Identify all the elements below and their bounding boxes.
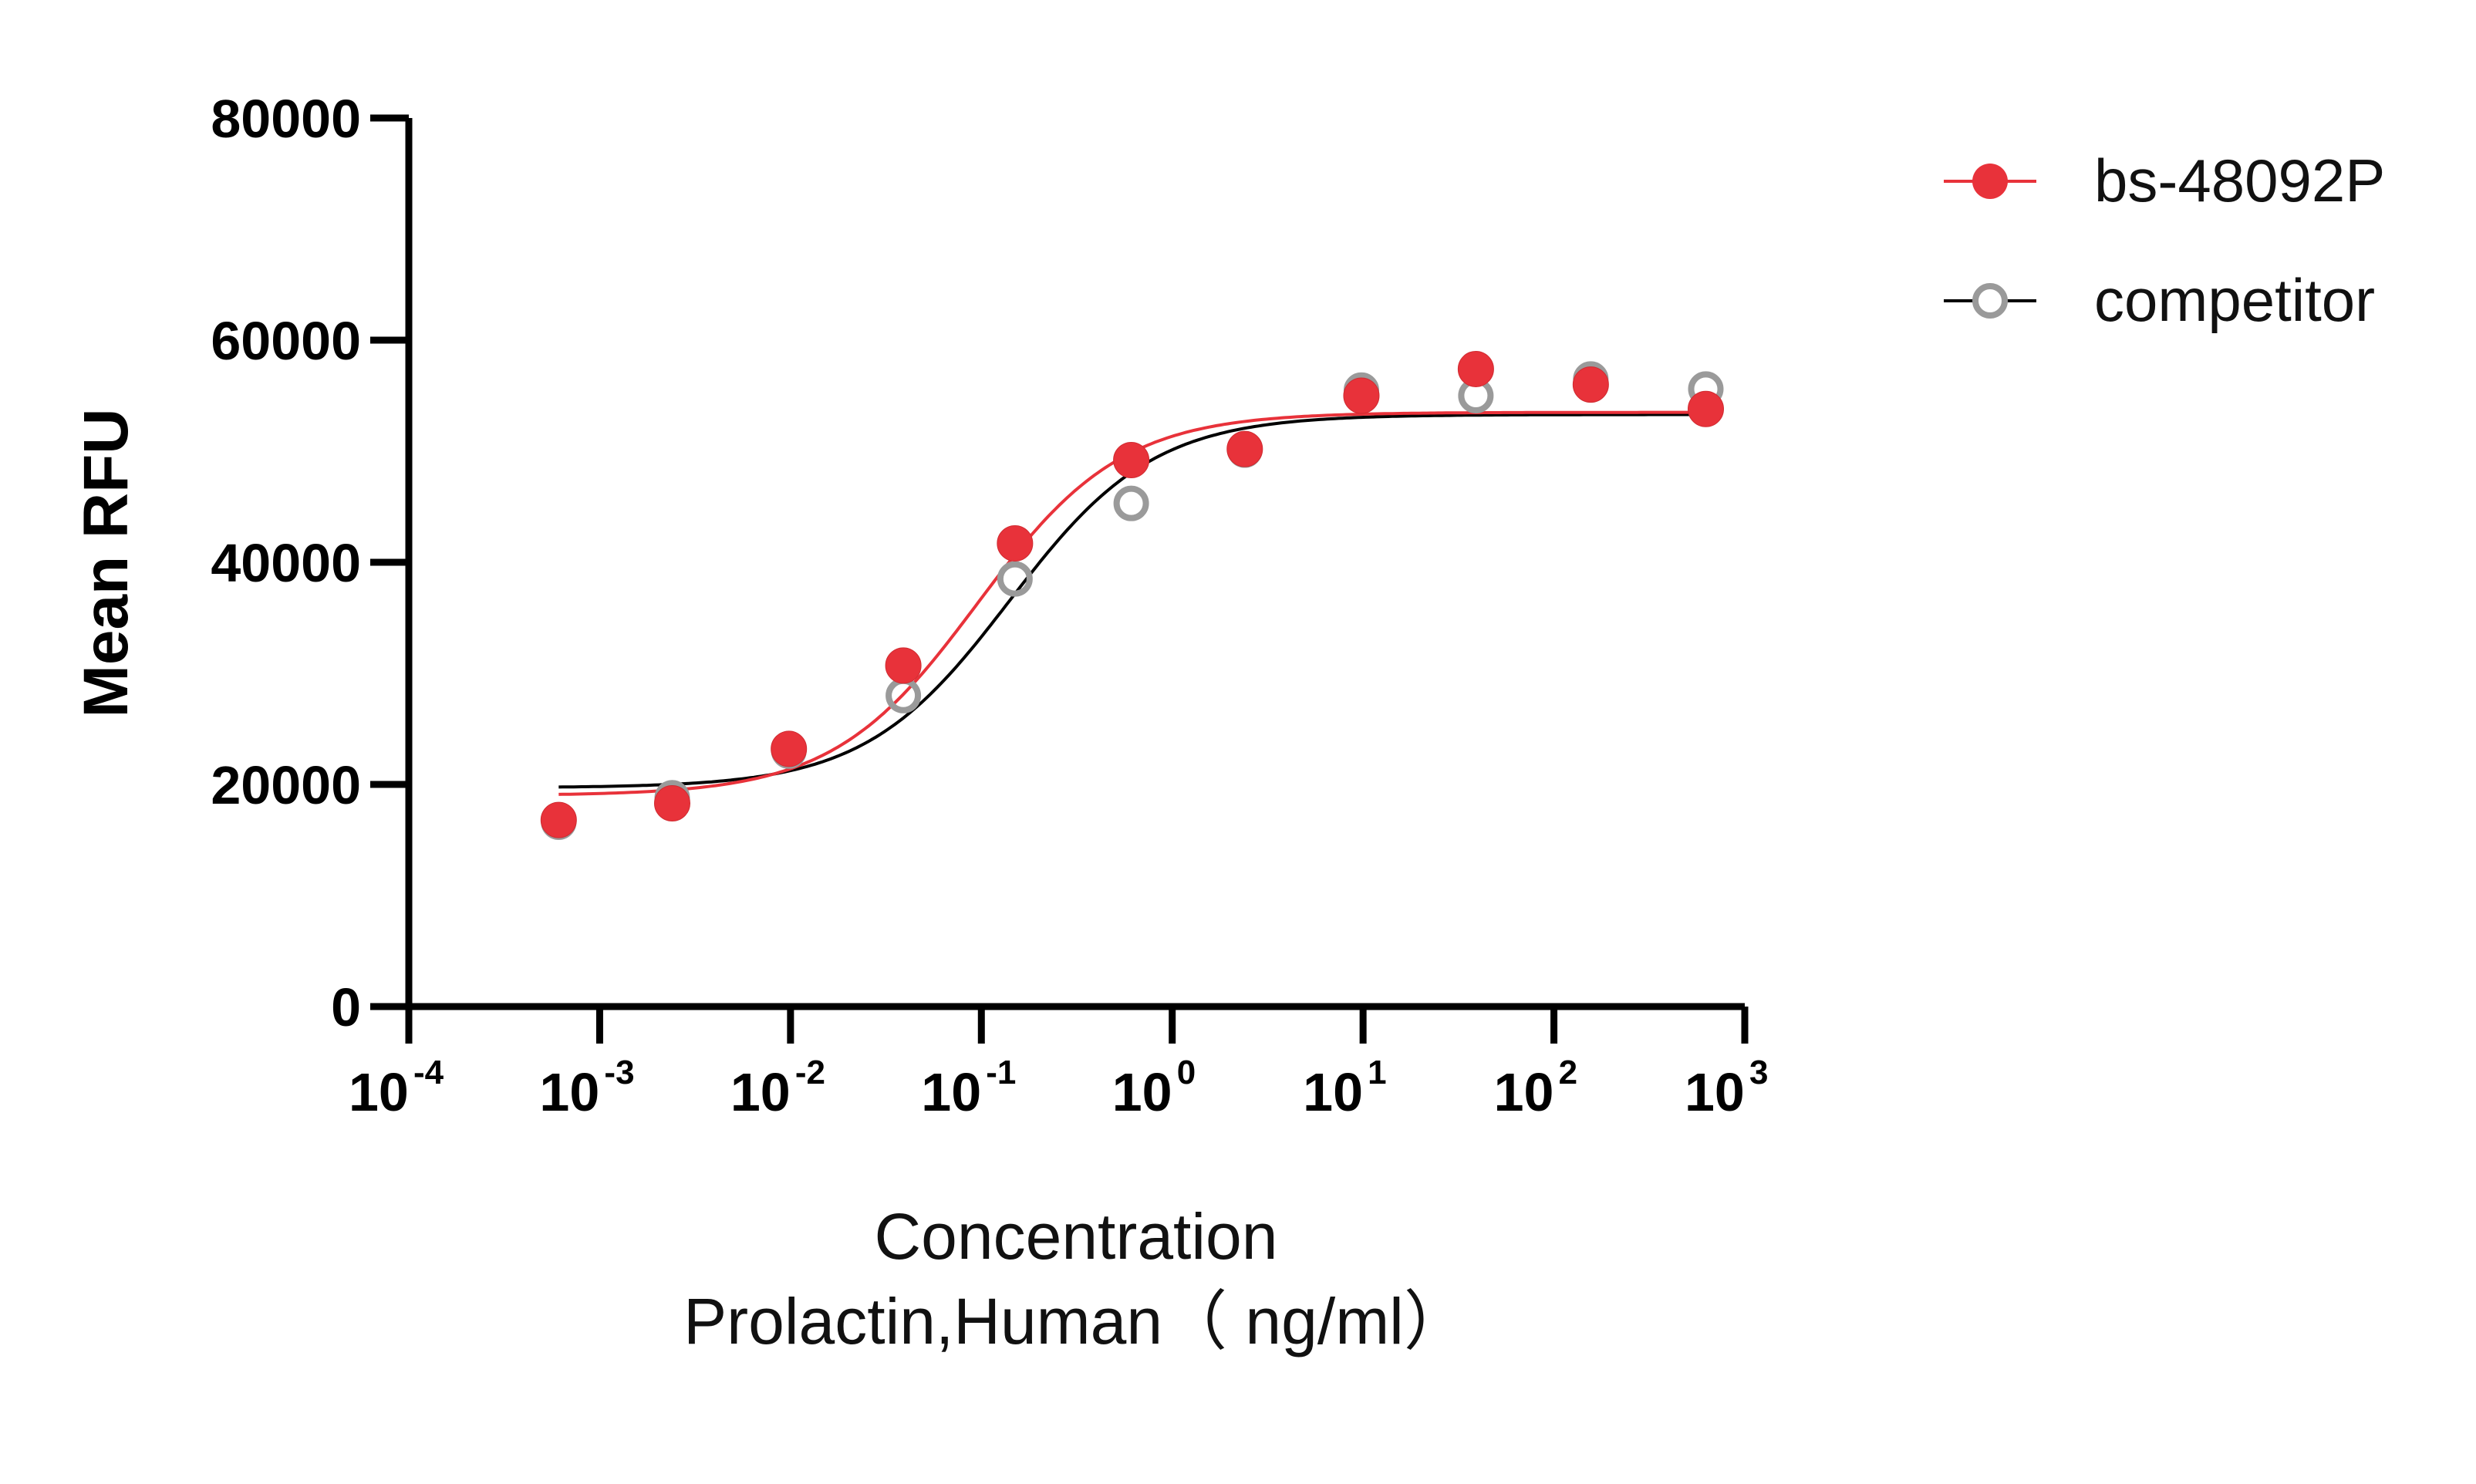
x-tick-exponent: -1 xyxy=(986,1054,1016,1091)
y-tick-label: 0 xyxy=(331,977,361,1037)
x-tick-label: 10 -3 xyxy=(539,1054,634,1122)
legend-marker-filled-circle xyxy=(1972,164,2008,199)
bs-48092P-point xyxy=(654,784,691,821)
x-tick-exponent: 2 xyxy=(1559,1054,1577,1091)
x-tick-exponent: -3 xyxy=(604,1054,634,1091)
bs-48092P-point xyxy=(1113,442,1150,479)
x-tick-base: 10 xyxy=(1685,1062,1745,1122)
y-tick-label: 80000 xyxy=(211,89,361,149)
x-axis-title-line1: Concentration xyxy=(875,1200,1278,1273)
x-tick-base: 10 xyxy=(730,1062,791,1122)
x-tick-base: 10 xyxy=(349,1062,409,1122)
legend-label: bs-48092P xyxy=(2094,147,2385,214)
bs-48092P-point xyxy=(1457,350,1494,387)
x-tick-base: 10 xyxy=(539,1062,599,1122)
y-tick-label: 60000 xyxy=(211,311,361,371)
x-ticks: 10 -4 10 -3 10 -2 10 -1 10 0 10 1 10 2 10 3 xyxy=(349,1007,1768,1122)
y-tick-label: 40000 xyxy=(211,533,361,593)
x-tick-label: 10 2 xyxy=(1494,1054,1577,1122)
y-axis-title: Mean RFU xyxy=(71,409,141,718)
x-tick-label: 10 -2 xyxy=(730,1054,825,1122)
legend-item: competitor xyxy=(1944,266,2375,334)
competitor-point xyxy=(1113,485,1149,521)
legend-item: bs-48092P xyxy=(1944,147,2385,214)
x-tick-base: 10 xyxy=(1112,1062,1172,1122)
x-tick-base: 10 xyxy=(921,1062,981,1122)
x-tick-base: 10 xyxy=(1303,1062,1363,1122)
legend-marker-open-circle xyxy=(1972,283,2008,319)
y-ticks: 0 20000 40000 60000 80000 xyxy=(211,89,409,1037)
x-tick-exponent: -2 xyxy=(795,1054,825,1091)
x-tick-exponent: 0 xyxy=(1177,1054,1196,1091)
x-tick-label: 10 0 xyxy=(1112,1054,1196,1122)
legend: bs-48092P competitor xyxy=(1944,147,2385,334)
bs-48092P-point xyxy=(540,801,577,838)
x-axis-title-line2: Prolactin,Human（ ng/ml） xyxy=(683,1285,1469,1358)
bs-48092P-point xyxy=(885,647,922,684)
x-tick-exponent: 1 xyxy=(1368,1054,1386,1091)
data-points xyxy=(540,350,1724,840)
axes xyxy=(405,118,1745,1010)
bs-48092P-point xyxy=(1687,390,1724,427)
bs-48092P-point xyxy=(1226,430,1263,467)
x-tick-base: 10 xyxy=(1494,1062,1554,1122)
x-tick-label: 10 -4 xyxy=(349,1054,444,1122)
x-tick-exponent: 3 xyxy=(1749,1054,1768,1091)
bs-48092P-point xyxy=(771,730,808,767)
y-tick-label: 20000 xyxy=(211,755,361,815)
competitor-point xyxy=(997,561,1033,597)
bs-48092P-point xyxy=(1572,366,1609,403)
x-tick-label: 10 1 xyxy=(1303,1054,1386,1122)
bs-48092P-point xyxy=(1343,377,1380,414)
x-tick-label: 10 3 xyxy=(1685,1054,1768,1122)
legend-label: competitor xyxy=(2094,266,2375,334)
bs-48092P-point xyxy=(997,525,1034,562)
x-tick-exponent: -4 xyxy=(413,1054,444,1091)
x-tick-label: 10 -1 xyxy=(921,1054,1016,1122)
